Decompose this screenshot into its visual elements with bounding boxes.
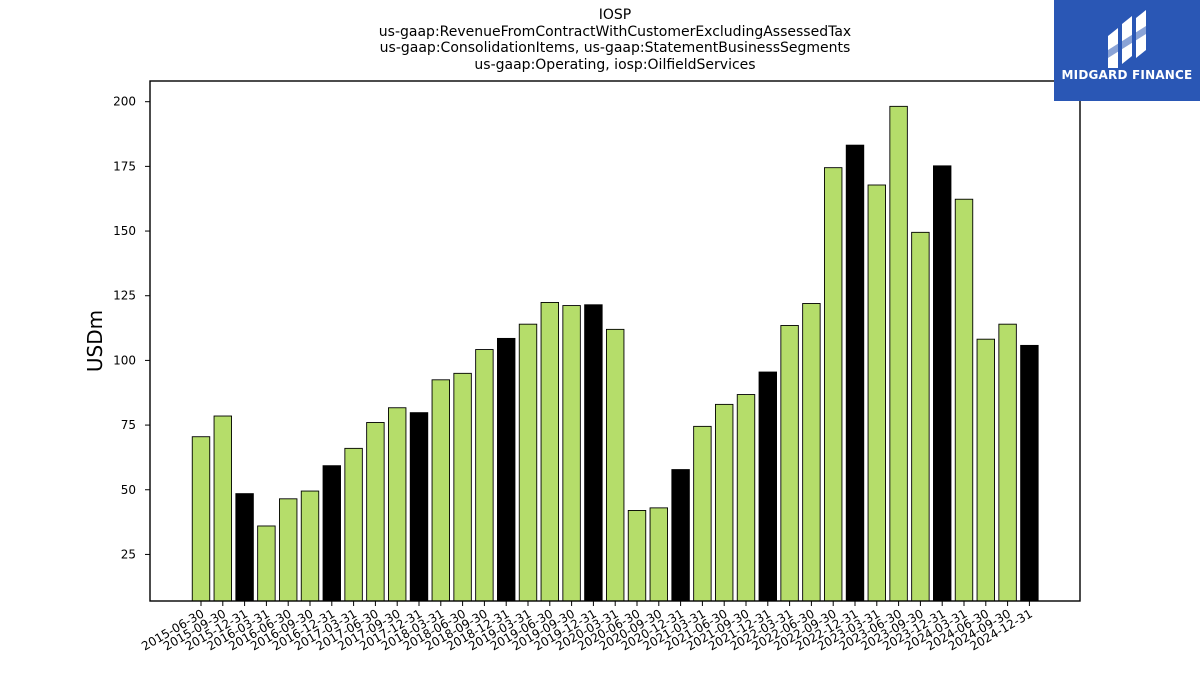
bar-2015-09-30 [213, 415, 233, 602]
y-axis: 25 50 75 100 125 150 175 200 [113, 95, 150, 561]
y-tick-label-25: 25 [121, 547, 136, 561]
bar-2023-06-30 [889, 105, 908, 602]
bars-layer [191, 105, 1039, 602]
y-tick-label-75: 75 [121, 418, 136, 432]
bar-2020-03-31 [606, 328, 625, 602]
bar-2024-12-31 [1020, 344, 1039, 602]
bar-2018-12-31 [497, 337, 516, 602]
bar-2019-12-31 [584, 304, 603, 602]
y-tick-label-175: 175 [113, 159, 136, 173]
chart-title-line-2: us-gaap:RevenueFromContractWithCustomerE… [378, 23, 852, 40]
bar-2017-03-31 [344, 447, 363, 602]
y-axis-label: USDm [83, 310, 107, 372]
chart-title-line-4: us-gaap:Operating, iosp:OilfieldServices [474, 56, 756, 73]
bar-2023-12-31 [933, 165, 952, 602]
y-tick-label-100: 100 [113, 353, 136, 367]
bar-2021-12-31 [758, 371, 777, 602]
y-tick-label-200: 200 [113, 95, 136, 109]
bar-2024-06-30 [976, 338, 995, 602]
bar-2016-09-30 [300, 490, 320, 602]
bar-2016-12-31 [322, 465, 341, 602]
chart-title: IOSP us-gaap:RevenueFromContractWithCust… [150, 7, 1080, 73]
bar-2019-09-30 [562, 305, 581, 602]
plot-frame [149, 80, 1081, 602]
bar-2020-06-30 [627, 510, 647, 602]
bar-2016-06-30 [279, 498, 298, 602]
bar-2022-12-31 [845, 144, 865, 602]
bar-2021-06-30 [715, 403, 734, 602]
y-tick-label-150: 150 [113, 224, 136, 238]
chart-title-line-3: us-gaap:ConsolidationItems, us-gaap:Stat… [379, 40, 851, 56]
bar-2017-12-31 [409, 412, 429, 602]
y-tick-label-50: 50 [121, 483, 136, 497]
bar-2020-09-30 [649, 507, 668, 602]
bar-2018-09-30 [475, 349, 494, 602]
y-tick-label-125: 125 [113, 289, 136, 303]
bar-2022-03-31 [780, 325, 799, 602]
logo-text: MIDGARD FINANCE [1061, 68, 1193, 82]
bar-2023-03-31 [867, 184, 886, 602]
bar-2018-06-30 [453, 372, 472, 602]
bar-2022-06-30 [802, 303, 821, 602]
bar-2024-09-30 [998, 323, 1017, 602]
bar-2019-06-30 [540, 302, 559, 602]
bar-2016-03-31 [257, 525, 276, 602]
chart-title-line-1: IOSP [598, 7, 632, 23]
bar-2015-12-31 [235, 493, 254, 602]
midgard-finance-logo: MIDGARD FINANCE [1054, 0, 1200, 101]
bar-2023-09-30 [911, 231, 930, 602]
bar-2020-12-31 [671, 469, 690, 602]
bar-2019-03-31 [518, 323, 538, 602]
x-axis: 2015-06-302015-09-302015-12-312016-03-31… [139, 601, 1035, 653]
bar-2021-09-30 [736, 394, 756, 602]
midgard-logo-icon [1108, 10, 1146, 68]
bar-2017-06-30 [366, 422, 385, 602]
bar-2015-06-30 [191, 436, 211, 602]
bar-2021-03-31 [693, 425, 712, 602]
bar-2024-03-31 [954, 198, 974, 602]
bar-2018-03-31 [431, 379, 450, 602]
bar-2017-09-30 [388, 407, 407, 602]
bar-2022-09-30 [824, 167, 843, 602]
